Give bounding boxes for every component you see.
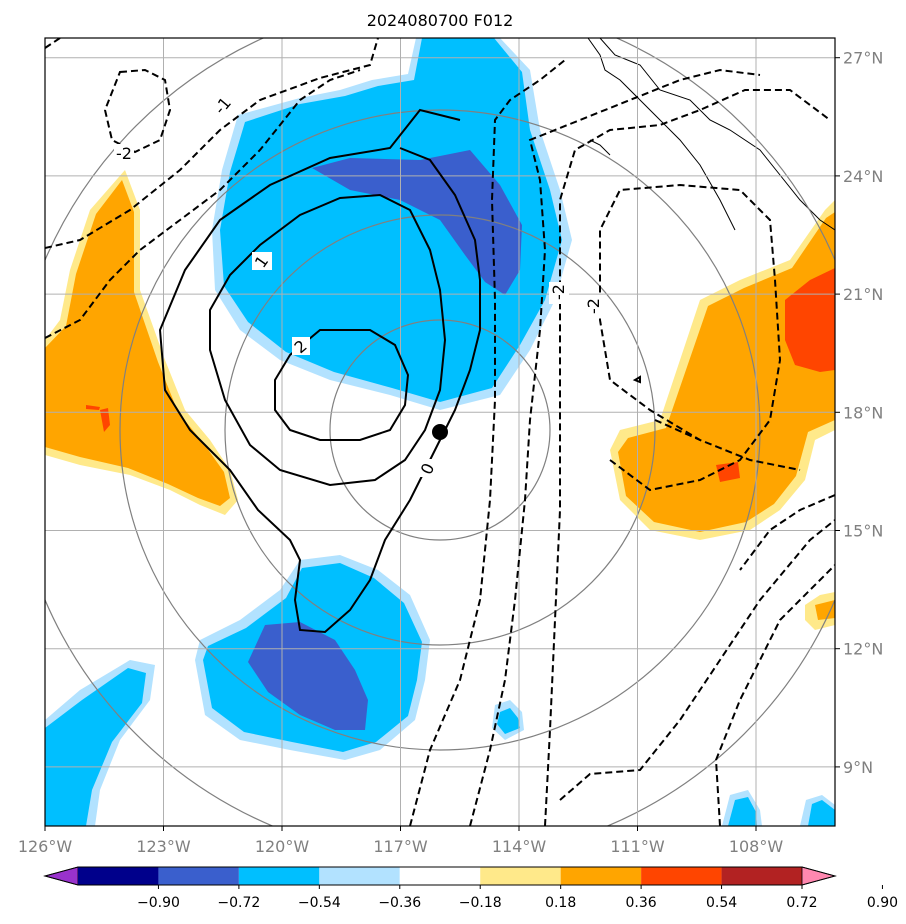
colorbar-segment — [399, 867, 481, 885]
colorbar-tick-label: 0.54 — [706, 895, 737, 911]
y-tick-label: 18°N — [843, 403, 883, 422]
negative-core-north — [312, 150, 522, 295]
shaded-field — [45, 38, 835, 826]
colorbar-tick-label: −0.90 — [137, 895, 180, 911]
colorbar-tick-label: −0.54 — [298, 895, 341, 911]
colorbar-tick-label: 0.18 — [545, 895, 576, 911]
x-tick-label: 117°W — [373, 837, 428, 856]
colorbar-segment — [560, 867, 642, 885]
contour-label: -2 — [549, 284, 568, 300]
dashed-contours — [45, 38, 835, 826]
x-tick-label: 108°W — [729, 837, 784, 856]
colorbar-outline — [43, 866, 837, 886]
colorbar-tick-label: 0.36 — [626, 895, 657, 911]
x-axis-ticks: 126°W 123°W 120°W 117°W 114°W 111°W 108°W — [18, 826, 784, 856]
y-tick-label: 15°N — [843, 522, 883, 541]
colorbar: −0.90 −0.72 −0.54 −0.36 −0.18 0.18 0.36 0.54 0.7… — [43, 866, 898, 911]
y-tick-label: 24°N — [843, 167, 883, 186]
x-tick-label: 120°W — [255, 837, 310, 856]
contour-label: -2 — [584, 298, 603, 314]
y-tick-label: 12°N — [843, 640, 883, 659]
colorbar-segment — [319, 867, 400, 885]
colorbar-extend-high — [801, 866, 837, 886]
y-tick-label: 27°N — [843, 49, 883, 68]
contour-1 — [158, 108, 481, 634]
y-tick-label: 9°N — [843, 758, 873, 777]
y-axis-ticks: 27°N 24°N 21°N 18°N 15°N 12°N 9°N — [835, 49, 883, 777]
x-tick-label: 123°W — [136, 837, 191, 856]
contour-labels: -2 -1 1 2 0 -2 -2 — [114, 93, 604, 477]
contour-label: -2 — [116, 144, 132, 163]
coastline — [587, 38, 835, 231]
y-tick-label: 21°N — [843, 285, 883, 304]
contour-3 — [274, 329, 410, 441]
contour-2 — [209, 193, 447, 487]
colorbar-tick-label: 0.72 — [786, 895, 817, 911]
colorbar-tick-label: −0.36 — [378, 895, 421, 911]
storm-center-marker — [432, 424, 448, 440]
x-tick-label: 114°W — [492, 837, 547, 856]
x-tick-label: 126°W — [18, 837, 73, 856]
colorbar-segment — [480, 867, 561, 885]
solid-contours — [158, 108, 641, 634]
colorbar-tick-label: −0.72 — [217, 895, 260, 911]
colorbar-segment — [721, 867, 802, 885]
lat-lon-grid — [45, 38, 835, 826]
colorbar-tick-label: 0.90 — [867, 895, 898, 911]
colorbar-extend-low — [43, 866, 79, 886]
chart-title: 2024080700 F012 — [367, 11, 514, 30]
colorbar-segment — [641, 867, 722, 885]
map-area: -2 -1 1 2 0 -2 -2 — [45, 38, 835, 826]
x-tick-label: 111°W — [610, 837, 665, 856]
colorbar-segment — [238, 867, 320, 885]
colorbar-tick-label: −0.18 — [459, 895, 502, 911]
map-frame — [44, 37, 836, 827]
range-rings — [45, 38, 835, 826]
colorbar-segment — [158, 867, 239, 885]
colorbar-segment — [78, 867, 159, 885]
